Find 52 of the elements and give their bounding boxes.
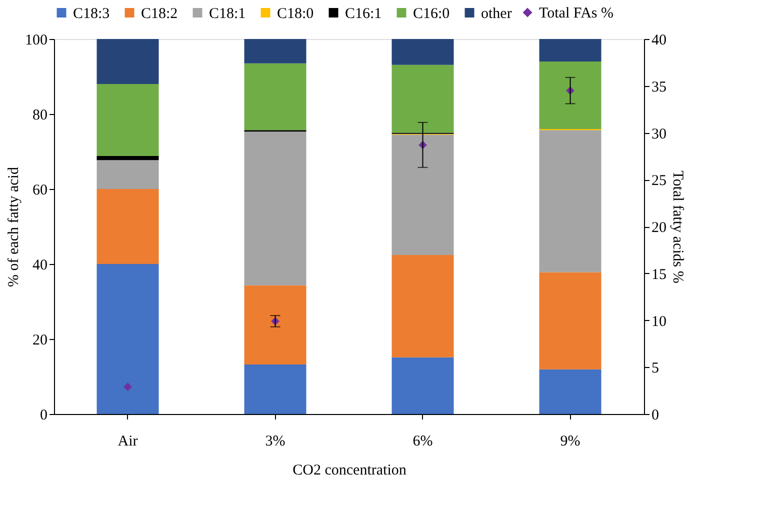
x-tick-label: 9% [560, 434, 580, 450]
bar [244, 364, 306, 414]
y2-tick-label: 35 [652, 79, 666, 96]
legend-label: C18:2 [141, 6, 178, 22]
legend-label: C18:0 [277, 6, 314, 22]
x-tick-label: 3% [265, 434, 286, 450]
x-tick-label: 6% [412, 434, 433, 450]
legend-label: C16:1 [345, 6, 382, 22]
bar [539, 39, 602, 62]
x-tick-label: Air [118, 434, 138, 450]
bar [96, 156, 159, 160]
y2-tick-label: 5 [652, 360, 659, 377]
bar [392, 64, 454, 133]
y-tick-label: 40 [32, 258, 48, 274]
y2-tick-label: 30 [652, 126, 666, 142]
bar [539, 130, 602, 272]
bar [539, 369, 602, 414]
bar [392, 39, 454, 65]
bar [96, 160, 159, 189]
bar [96, 264, 159, 414]
bar [244, 63, 306, 130]
legend-label: Total FAs % [539, 6, 614, 22]
bar [392, 357, 454, 414]
legend-label: other [481, 6, 512, 22]
y2-tick-label: 20 [652, 220, 666, 236]
bar [244, 285, 306, 364]
bar [96, 39, 159, 84]
bar [539, 272, 602, 370]
point [124, 382, 132, 391]
y2-tick-label: 25 [652, 173, 666, 190]
y2-tick-label: 40 [652, 32, 666, 48]
bar [244, 132, 306, 286]
bar [244, 39, 306, 64]
legend-label: C16:0 [413, 6, 450, 22]
y-tick-label: 100 [25, 32, 48, 48]
y2-tick-label: 15 [652, 266, 666, 283]
x-axis-title: CO2 concentration [292, 462, 407, 478]
y-axis-title: % of each fatty acid [6, 166, 22, 287]
y2-tick-label: 0 [652, 408, 659, 424]
y-tick-label: 0 [40, 408, 48, 424]
bar [392, 134, 454, 255]
y2-axis-title: Total fatty acids % [670, 170, 686, 284]
bar [392, 255, 454, 358]
y-tick-label: 20 [32, 332, 48, 348]
y2-tick-label: 10 [652, 314, 666, 330]
bar [96, 84, 159, 156]
bar [96, 189, 159, 264]
legend-label: C18:3 [73, 6, 110, 22]
legend-label: C18:1 [209, 6, 246, 22]
bar [539, 62, 602, 129]
y-tick-label: 80 [32, 108, 48, 124]
y-tick-label: 60 [32, 182, 48, 198]
